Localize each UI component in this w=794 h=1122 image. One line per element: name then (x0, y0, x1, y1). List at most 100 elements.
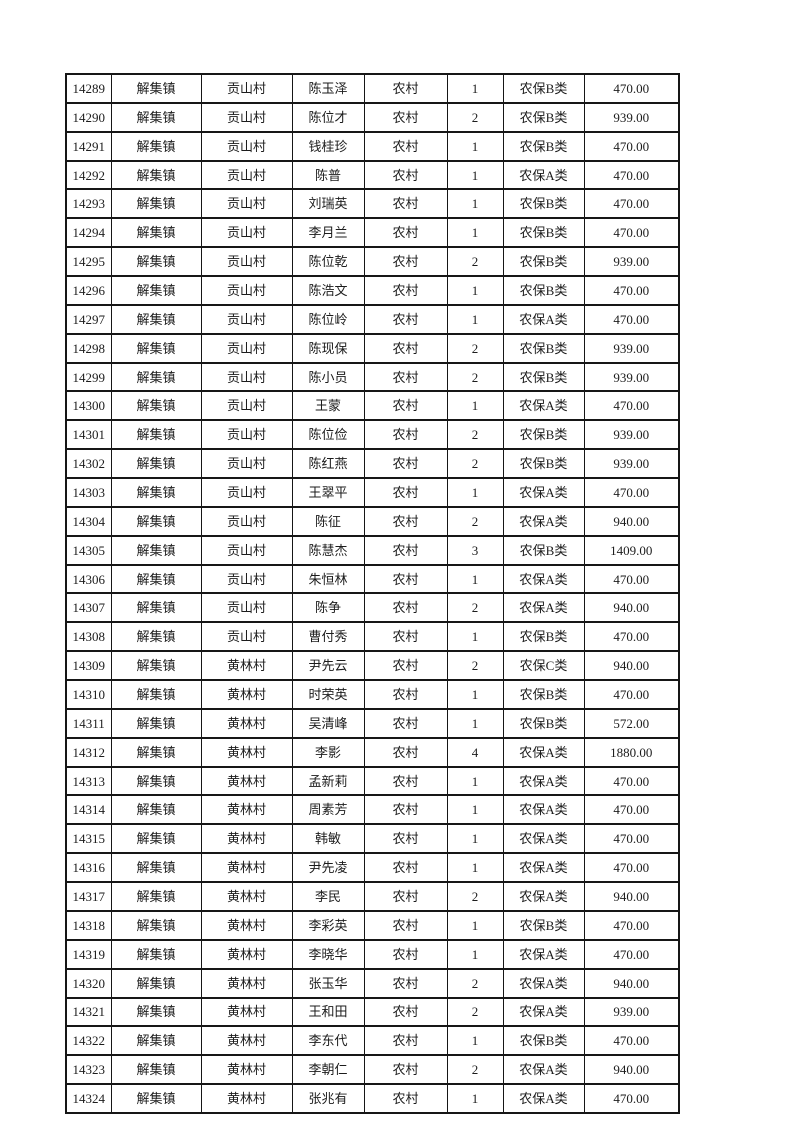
table-row: 14316 解集镇 黄林村 尹先凌 农村 1 农保A类 470.00 (65, 852, 680, 884)
cell-name: 韩敏 (291, 823, 365, 855)
table-row: 14310 解集镇 黄林村 时荣英 农村 1 农保B类 470.00 (65, 679, 680, 710)
cell-town: 解集镇 (110, 477, 202, 508)
cell-name: 王蒙 (291, 390, 365, 422)
cell-village: 黄林村 (200, 967, 293, 999)
table-row: 14322 解集镇 黄林村 李东代 农村 1 农保B类 470.00 (65, 1025, 680, 1057)
cell-serial: 14295 (65, 246, 112, 278)
cell-village: 黄林村 (200, 736, 293, 768)
cell-residence-type: 农村 (363, 1025, 448, 1057)
table-row: 14308 解集镇 贡山村 曹付秀 农村 1 农保B类 470.00 (65, 621, 680, 653)
cell-person-count: 4 (446, 736, 504, 768)
table-row: 14298 解集镇 贡山村 陈现保 农村 2 农保B类 939.00 (65, 332, 680, 364)
table-row: 14312 解集镇 黄林村 李影 农村 4 农保A类 1880.00 (65, 736, 680, 768)
cell-insurance-category: 农保B类 (502, 130, 585, 162)
cell-person-count: 2 (446, 246, 504, 278)
cell-name: 陈征 (291, 505, 365, 537)
cell-village: 贡山村 (200, 534, 293, 566)
cell-serial: 14306 (65, 563, 112, 595)
cell-person-count: 1 (446, 823, 504, 855)
cell-amount: 470.00 (583, 621, 680, 653)
cell-person-count: 2 (446, 881, 504, 912)
cell-amount: 939.00 (583, 332, 680, 364)
cell-insurance-category: 农保B类 (502, 275, 585, 306)
cell-village: 贡山村 (200, 505, 293, 537)
cell-residence-type: 农村 (363, 707, 448, 739)
cell-serial: 14298 (65, 332, 112, 364)
cell-insurance-category: 农保B类 (502, 1025, 585, 1057)
cell-serial: 14318 (65, 909, 112, 941)
table-row: 14318 解集镇 黄林村 李彩英 农村 1 农保B类 470.00 (65, 909, 680, 941)
cell-amount: 470.00 (583, 938, 680, 970)
cell-village: 贡山村 (200, 332, 293, 364)
table-row: 14314 解集镇 黄林村 周素芳 农村 1 农保A类 470.00 (65, 794, 680, 826)
cell-serial: 14311 (65, 707, 112, 739)
cell-residence-type: 农村 (363, 823, 448, 855)
cell-amount: 939.00 (583, 246, 680, 278)
cell-residence-type: 农村 (363, 419, 448, 451)
cell-serial: 14296 (65, 275, 112, 306)
cell-serial: 14301 (65, 419, 112, 451)
cell-serial: 14307 (65, 592, 112, 624)
cell-name: 陈争 (291, 592, 365, 624)
cell-person-count: 3 (446, 534, 504, 566)
table-row: 14302 解集镇 贡山村 陈红燕 农村 2 农保B类 939.00 (65, 448, 680, 480)
cell-village: 贡山村 (200, 592, 293, 624)
table-row: 14289 解集镇 贡山村 陈玉泽 农村 1 农保B类 470.00 (65, 73, 680, 104)
cell-village: 贡山村 (200, 361, 293, 393)
cell-person-count: 1 (446, 1025, 504, 1057)
cell-name: 陈位岭 (291, 303, 365, 335)
cell-residence-type: 农村 (363, 390, 448, 422)
table-row: 14319 解集镇 黄林村 李晓华 农村 1 农保A类 470.00 (65, 938, 680, 970)
cell-name: 陈慧杰 (291, 534, 365, 566)
cell-village: 黄林村 (200, 1025, 293, 1057)
cell-town: 解集镇 (110, 361, 202, 393)
cell-residence-type: 农村 (363, 938, 448, 970)
table-row: 14306 解集镇 贡山村 朱恒林 农村 1 农保A类 470.00 (65, 563, 680, 595)
cell-serial: 14322 (65, 1025, 112, 1057)
cell-person-count: 2 (446, 448, 504, 480)
cell-serial: 14302 (65, 448, 112, 480)
table-row: 14323 解集镇 黄林村 李朝仁 农村 2 农保A类 940.00 (65, 1054, 680, 1086)
cell-town: 解集镇 (110, 707, 202, 739)
cell-residence-type: 农村 (363, 679, 448, 710)
cell-insurance-category: 农保B类 (502, 101, 585, 133)
table-row: 14309 解集镇 黄林村 尹先云 农村 2 农保C类 940.00 (65, 650, 680, 682)
cell-name: 陈位俭 (291, 419, 365, 451)
cell-town: 解集镇 (110, 563, 202, 595)
cell-village: 黄林村 (200, 938, 293, 970)
cell-person-count: 1 (446, 852, 504, 884)
cell-insurance-category: 农保A类 (502, 592, 585, 624)
cell-person-count: 1 (446, 909, 504, 941)
cell-village: 贡山村 (200, 563, 293, 595)
cell-insurance-category: 农保B类 (502, 73, 585, 104)
cell-town: 解集镇 (110, 246, 202, 278)
cell-amount: 470.00 (583, 852, 680, 884)
cell-amount: 1880.00 (583, 736, 680, 768)
cell-name: 陈普 (291, 159, 365, 191)
cell-village: 黄林村 (200, 823, 293, 855)
cell-person-count: 1 (446, 477, 504, 508)
cell-insurance-category: 农保A类 (502, 1083, 585, 1114)
cell-residence-type: 农村 (363, 332, 448, 364)
cell-name: 时荣英 (291, 679, 365, 710)
cell-person-count: 1 (446, 1083, 504, 1114)
table-row: 14305 解集镇 贡山村 陈慧杰 农村 3 农保B类 1409.00 (65, 534, 680, 566)
cell-residence-type: 农村 (363, 996, 448, 1028)
cell-residence-type: 农村 (363, 852, 448, 884)
table-row: 14304 解集镇 贡山村 陈征 农村 2 农保A类 940.00 (65, 505, 680, 537)
cell-insurance-category: 农保A类 (502, 303, 585, 335)
cell-amount: 470.00 (583, 679, 680, 710)
cell-town: 解集镇 (110, 736, 202, 768)
cell-serial: 14292 (65, 159, 112, 191)
cell-name: 陈浩文 (291, 275, 365, 306)
cell-residence-type: 农村 (363, 101, 448, 133)
cell-person-count: 2 (446, 332, 504, 364)
cell-name: 李东代 (291, 1025, 365, 1057)
cell-person-count: 2 (446, 1054, 504, 1086)
cell-village: 贡山村 (200, 130, 293, 162)
table-body: 14289 解集镇 贡山村 陈玉泽 农村 1 农保B类 470.00 14290 解集镇 贡山村 陈位… (65, 73, 680, 1114)
cell-residence-type: 农村 (363, 650, 448, 682)
cell-serial: 14319 (65, 938, 112, 970)
cell-person-count: 2 (446, 505, 504, 537)
cell-village: 贡山村 (200, 275, 293, 306)
